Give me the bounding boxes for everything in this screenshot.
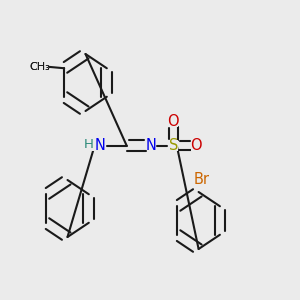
Text: S: S xyxy=(169,138,178,153)
FancyBboxPatch shape xyxy=(31,61,49,73)
Text: O: O xyxy=(190,138,201,153)
FancyBboxPatch shape xyxy=(169,140,178,151)
FancyBboxPatch shape xyxy=(194,174,210,186)
FancyBboxPatch shape xyxy=(169,116,178,127)
Text: H: H xyxy=(84,137,94,151)
Text: O: O xyxy=(168,114,179,129)
FancyBboxPatch shape xyxy=(191,140,200,151)
Text: CH₃: CH₃ xyxy=(30,62,51,72)
Text: N: N xyxy=(95,138,106,153)
FancyBboxPatch shape xyxy=(88,140,101,151)
Text: Br: Br xyxy=(194,172,210,188)
FancyBboxPatch shape xyxy=(147,140,156,151)
Text: CH₃: CH₃ xyxy=(30,62,51,72)
Text: N: N xyxy=(146,138,157,153)
